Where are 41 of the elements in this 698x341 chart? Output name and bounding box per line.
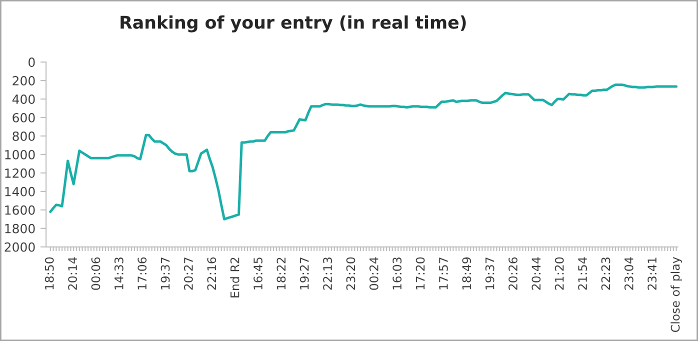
y-tick-label: 1000 — [5, 150, 35, 160]
x-tick-label: 00:06 — [91, 257, 100, 290]
x-tick-label: 22:23 — [601, 258, 610, 290]
x-tick-label: 14:33 — [114, 258, 124, 290]
x-tick-label: 20:14 — [68, 257, 78, 290]
y-tick-label: 2000 — [4, 242, 35, 252]
x-tick-label: 20:27 — [184, 258, 193, 290]
x-tick-label: 17:20 — [416, 257, 425, 290]
chart-title: Ranking of your entry (in real time) — [120, 15, 466, 32]
x-tick-label: 20:26 — [508, 257, 518, 290]
y-tick-label: 1200 — [5, 168, 35, 178]
x-tick-label: 22:16 — [207, 257, 216, 290]
y-tick-label: 0 — [28, 58, 35, 67]
y-tick-label: 1800 — [5, 224, 35, 234]
x-tick-label: 23:20 — [346, 257, 356, 290]
y-tick-label: 800 — [12, 131, 35, 141]
x-tick-label: 23:04 — [624, 257, 634, 290]
x-tick-label: 16:03 — [392, 258, 402, 290]
x-tick-label: Close of play — [670, 256, 682, 332]
x-tick-label: End R2 — [230, 258, 240, 298]
y-tick-label: 1600 — [5, 205, 35, 215]
x-tick-label: 19:37 — [160, 258, 170, 290]
x-tick-label: 23:41 — [648, 258, 657, 290]
x-tick-label: 00:24 — [369, 257, 378, 290]
x-tick-label: 16:45 — [254, 258, 262, 290]
x-tick-label: 17:06 — [138, 257, 147, 290]
line-series — [49, 83, 678, 220]
x-tick-label: 18:50 — [44, 257, 54, 290]
x-tick-label: 22:13 — [323, 258, 332, 290]
y-tick-label: 1400 — [5, 186, 35, 196]
x-tick-label: 18:49 — [462, 257, 472, 290]
x-tick-label: 19:27 — [300, 258, 309, 290]
x-tick-label: 21:20 — [554, 257, 564, 290]
x-tick-label: 17:57 — [439, 258, 448, 290]
x-tick-label: 21:54 — [578, 257, 588, 290]
y-tick-label: 600 — [12, 112, 35, 122]
y-tick-label: 400 — [12, 94, 35, 104]
x-tick-label: 19:37 — [485, 258, 494, 290]
x-tick-label: 18:22 — [276, 258, 286, 290]
x-tick-label: 20:44 — [532, 257, 541, 290]
y-tick-label: 200 — [12, 76, 35, 86]
